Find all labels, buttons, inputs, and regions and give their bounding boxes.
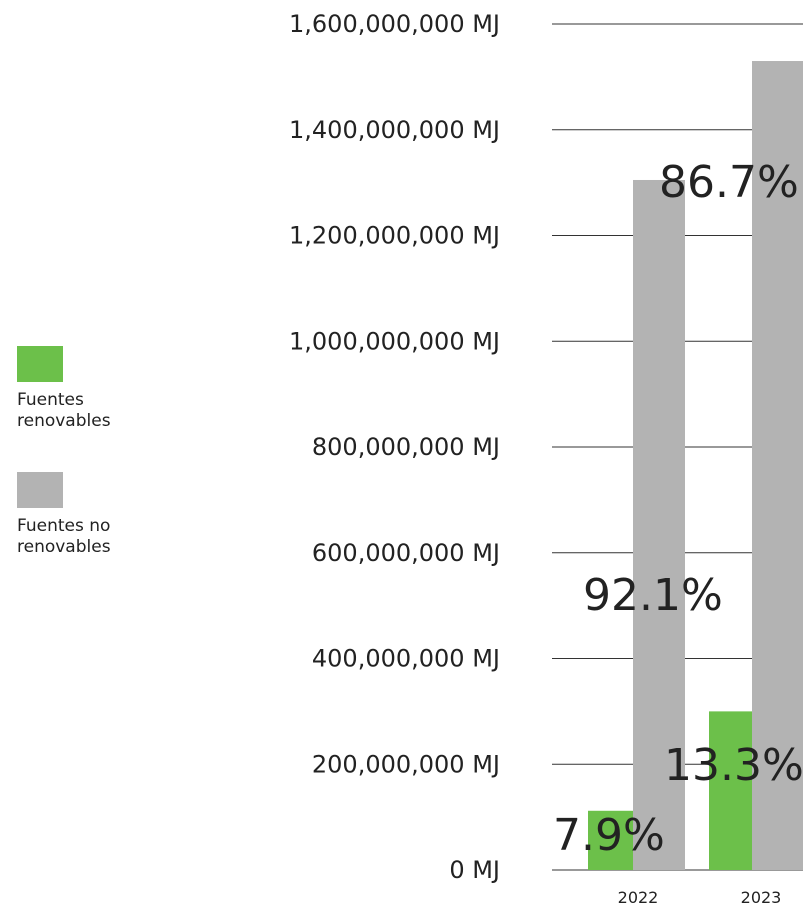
bar-non-renewable-2023 [752,61,803,870]
y-tick-label: 400,000,000 MJ [312,645,500,673]
y-tick-label: 1,000,000,000 MJ [289,327,500,355]
y-tick-label: 1,400,000,000 MJ [289,116,500,144]
y-tick-label: 200,000,000 MJ [312,750,500,778]
y-tick-label: 800,000,000 MJ [312,433,500,461]
x-tick-label: 2022 [618,888,659,907]
data-label-non-renewable-2023: 86.7% [659,157,799,208]
y-tick-label: 1,200,000,000 MJ [289,222,500,250]
y-tick-label: 0 MJ [449,856,500,884]
legend-label-non-renewable: Fuentes no renovables [17,516,111,557]
bars [588,61,803,870]
legend-swatch-renewable [17,346,63,382]
y-tick-label: 1,600,000,000 MJ [289,10,500,38]
legend-item-non-renewable: Fuentes no renovables [17,472,167,558]
legend-swatch-non-renewable [17,472,63,508]
y-tick-label: 600,000,000 MJ [312,539,500,567]
x-tick-label: 2023 [741,888,782,907]
x-axis-tick-labels: 2022 2023 [618,888,782,907]
data-label-renewable-2023: 13.3% [664,740,803,791]
legend-label-renewable: Fuentes renovables [17,390,111,431]
data-label-renewable-2022: 7.9% [553,810,665,861]
data-label-non-renewable-2022: 92.1% [583,570,723,621]
bar-renewable-2022 [588,810,640,870]
data-labels: 7.9% 92.1% 13.3% 86.7% [553,157,803,861]
legend-item-renewable: Fuentes renovables [17,346,167,432]
y-axis-tick-labels: 0 MJ 200,000,000 MJ 400,000,000 MJ 600,000,… [289,10,500,884]
bar-non-renewable-2022 [633,179,685,870]
